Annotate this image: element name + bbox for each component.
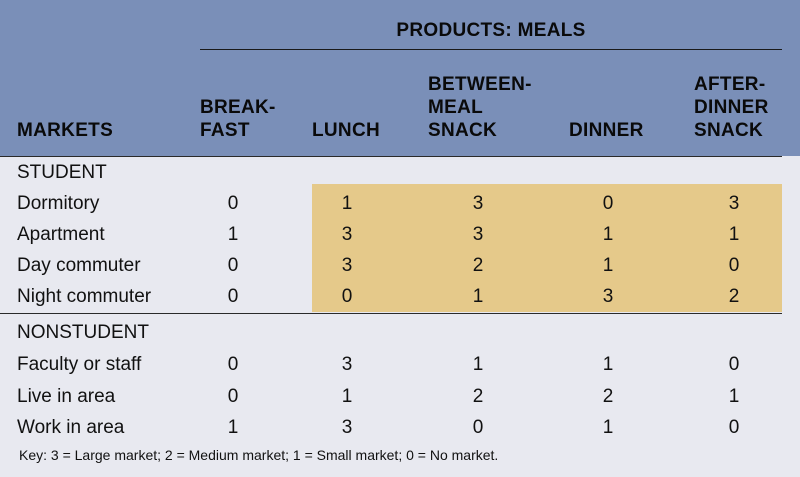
table-cell: 1 <box>472 354 484 375</box>
col-head-line: DINNER <box>569 120 644 141</box>
table-cell: 3 <box>341 255 353 276</box>
table-cell: 3 <box>472 193 484 214</box>
table-cell: 0 <box>602 193 614 214</box>
table-cell: 0 <box>227 255 239 276</box>
table-cell: 3 <box>472 224 484 245</box>
row-label-faculty-or-staff: Faculty or staff <box>17 354 142 375</box>
table-cell: 3 <box>602 286 614 307</box>
col-head-line: SNACK <box>428 120 498 141</box>
table-cell: 0 <box>227 354 239 375</box>
col-head-lunch: LUNCH <box>312 119 380 142</box>
products-meals-title: PRODUCTS: MEALS <box>396 20 586 41</box>
table-cell: 3 <box>728 193 740 214</box>
section-divider-rule <box>0 313 782 314</box>
row-label-day-commuter: Day commuter <box>17 255 141 276</box>
col-head-line: BREAK- <box>200 97 276 118</box>
col-head-line: AFTER- <box>694 74 766 95</box>
header-bottom-rule <box>0 156 782 157</box>
col-head-dinner: DINNER <box>569 119 644 142</box>
table-key-note: Key: 3 = Large market; 2 = Medium market… <box>19 447 499 463</box>
markets-header: MARKETS <box>17 120 114 141</box>
table-cell: 0 <box>227 386 239 407</box>
table-cell: 0 <box>227 286 239 307</box>
table-cell: 1 <box>602 255 614 276</box>
table-header: PRODUCTS: MEALS MARKETS BREAK- FAST LUNC… <box>0 0 800 156</box>
table-cell: 1 <box>602 417 614 438</box>
table-cell: 1 <box>472 286 484 307</box>
table-cell: 2 <box>472 255 484 276</box>
col-head-after-dinner-snack: AFTER- DINNER SNACK <box>694 73 769 142</box>
col-head-between-meal-snack: BETWEEN- MEAL SNACK <box>428 73 532 142</box>
table-cell: 1 <box>341 386 353 407</box>
table-cell: 0 <box>341 286 353 307</box>
row-label-live-in-area: Live in area <box>17 386 116 407</box>
table-cell: 1 <box>227 224 239 245</box>
row-label-work-in-area: Work in area <box>17 417 125 438</box>
col-head-line: BETWEEN- <box>428 74 532 95</box>
row-label-dormitory: Dormitory <box>17 193 100 214</box>
col-head-breakfast: BREAK- FAST <box>200 96 276 142</box>
row-label-apartment: Apartment <box>17 224 105 245</box>
table-cell: 1 <box>602 354 614 375</box>
row-label-night-commuter: Night commuter <box>17 286 152 307</box>
table-cell: 3 <box>341 417 353 438</box>
table-cell: 0 <box>728 255 740 276</box>
table-cell: 3 <box>341 224 353 245</box>
table-cell: 1 <box>728 386 740 407</box>
table-cell: 0 <box>472 417 484 438</box>
table-cell: 1 <box>602 224 614 245</box>
table-cell: 1 <box>728 224 740 245</box>
col-head-line: MEAL <box>428 97 484 118</box>
col-head-line: LUNCH <box>312 120 380 141</box>
table-cell: 3 <box>341 354 353 375</box>
table-cell: 1 <box>341 193 353 214</box>
table-cell: 0 <box>227 193 239 214</box>
student-highlight-region <box>312 184 782 312</box>
table-cell: 2 <box>472 386 484 407</box>
section-title-student: STUDENT <box>17 162 107 183</box>
table-cell: 1 <box>227 417 239 438</box>
col-head-line: SNACK <box>694 120 764 141</box>
col-head-line: DINNER <box>694 97 769 118</box>
col-head-line: FAST <box>200 120 250 141</box>
header-rule <box>200 49 782 50</box>
section-title-nonstudent: NONSTUDENT <box>17 322 149 343</box>
table-cell: 2 <box>728 286 740 307</box>
table-cell: 2 <box>602 386 614 407</box>
table-cell: 0 <box>728 354 740 375</box>
table-cell: 0 <box>728 417 740 438</box>
